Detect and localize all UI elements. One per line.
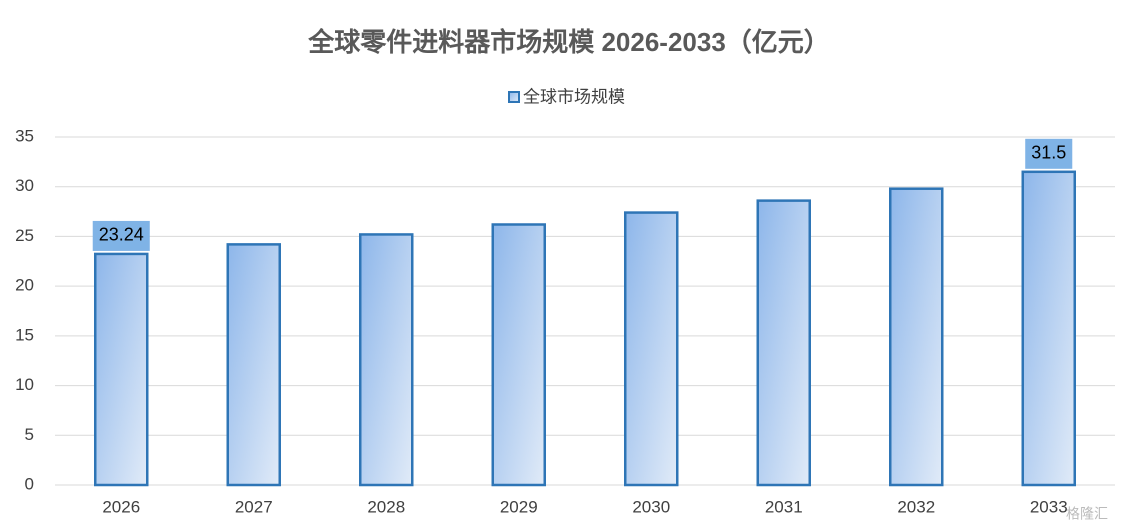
legend-marker <box>508 91 520 103</box>
data-label-box <box>92 220 150 251</box>
x-tick-label: 2027 <box>235 497 273 516</box>
y-tick-label: 20 <box>15 276 34 295</box>
data-label: 23.24 <box>99 225 144 245</box>
y-tick-label: 30 <box>15 176 34 195</box>
x-tick-label: 2031 <box>765 497 803 516</box>
x-tick-label: 2028 <box>367 497 405 516</box>
bar <box>491 223 546 487</box>
legend-label: 全球市场规模 <box>523 87 625 106</box>
y-tick-label: 35 <box>15 126 34 145</box>
y-tick-label: 10 <box>15 375 34 394</box>
bar <box>1021 170 1076 487</box>
bar <box>94 252 149 487</box>
x-tick-label: 2029 <box>500 497 538 516</box>
bar <box>359 233 414 487</box>
x-tick-label: 2026 <box>102 497 140 516</box>
data-label: 31.5 <box>1031 143 1066 163</box>
bar <box>756 199 811 487</box>
y-tick-label: 5 <box>25 425 34 444</box>
x-tick-label: 2033 <box>1030 497 1068 516</box>
x-tick-label: 2032 <box>897 497 935 516</box>
watermark: 格隆汇 <box>1066 506 1108 522</box>
data-label-box <box>1025 138 1073 169</box>
x-tick-label: 2030 <box>632 497 670 516</box>
y-tick-label: 15 <box>15 325 34 344</box>
y-tick-label: 25 <box>15 226 34 245</box>
chart-title: 全球零件进料器市场规模 2026-2033（亿元） <box>307 27 830 57</box>
bar <box>226 243 281 487</box>
bar <box>624 211 679 487</box>
bar <box>889 187 944 487</box>
y-tick-label: 0 <box>25 474 34 493</box>
